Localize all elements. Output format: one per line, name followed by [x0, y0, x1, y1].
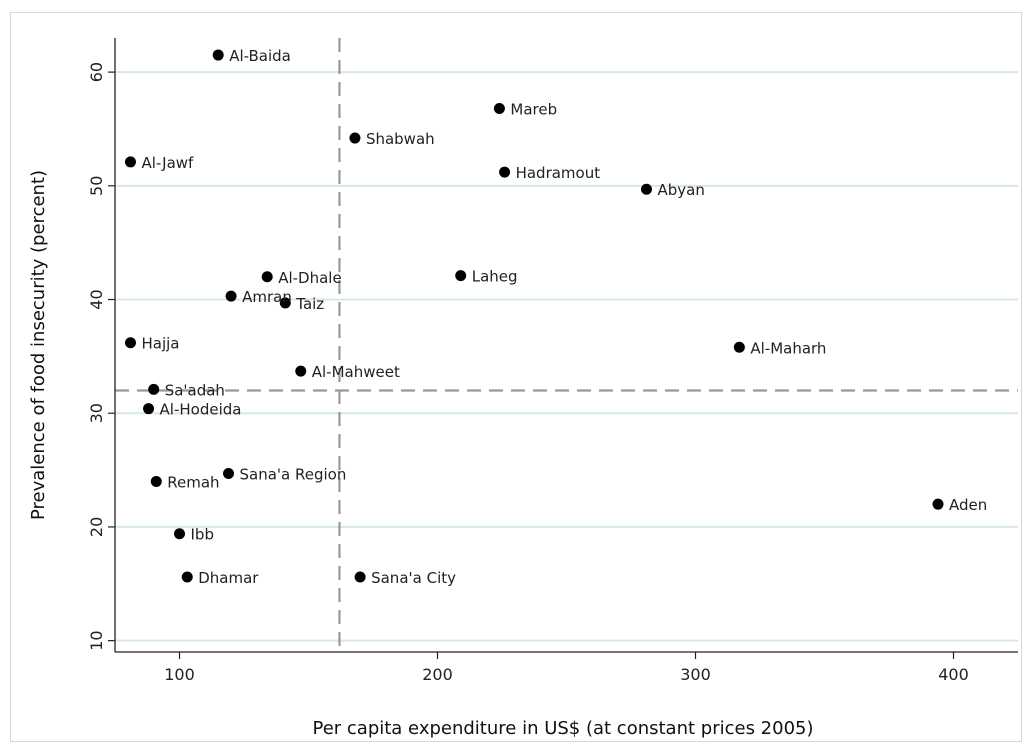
data-point-2 [349, 132, 361, 144]
data-point-18 [174, 528, 185, 540]
point-label-9: Taiz [295, 295, 324, 313]
x-tick-label-400: 400 [938, 665, 969, 684]
point-label-1: Mareb [510, 100, 557, 118]
gridlines [115, 71, 1018, 642]
point-label-8: Amran [242, 288, 292, 306]
point-label-11: Al-Maharh [750, 339, 826, 357]
point-labels: Al-Baida Mareb Shabwah Al-Jawf Hadramout Abya… [141, 47, 987, 587]
y-tick-label-50: 50 [87, 176, 106, 196]
point-label-14: Al-Hodeida [160, 401, 242, 419]
x-axis-title: Per capita expenditure in US$ (at consta… [312, 718, 813, 739]
data-point-4 [499, 166, 511, 178]
point-label-18: Ibb [191, 526, 214, 544]
data-point-20 [354, 571, 366, 583]
point-label-20: Sana'a City [371, 569, 456, 587]
y-tick-label-10: 10 [87, 630, 106, 650]
data-point-10 [124, 337, 136, 349]
y-axis-title: Prevalence of food insecurity (percent) [28, 170, 49, 520]
data-point-19 [181, 571, 193, 583]
data-points [124, 49, 944, 583]
point-label-12: Al-Mahweet [312, 363, 400, 381]
point-label-17: Aden [949, 496, 987, 514]
point-label-4: Hadramout [516, 164, 601, 182]
point-label-13: Sa'adah [165, 381, 225, 399]
data-point-9 [279, 297, 291, 309]
point-label-5: Abyan [657, 181, 704, 199]
x-tick-label-100: 100 [164, 665, 195, 684]
x-tick-label-200: 200 [422, 665, 453, 684]
data-point-3 [124, 156, 136, 168]
data-point-12 [295, 365, 307, 377]
y-tick-label-30: 30 [87, 403, 106, 423]
data-point-5 [640, 183, 652, 195]
data-point-6 [455, 270, 467, 282]
data-point-15 [223, 467, 235, 479]
data-point-1 [493, 102, 505, 114]
data-point-11 [733, 341, 745, 353]
data-point-17 [932, 498, 944, 510]
data-point-0 [212, 49, 224, 61]
point-label-15: Sana'a Region [240, 465, 347, 483]
y-tick-label-20: 20 [87, 517, 106, 537]
axes: 10 20 30 40 50 60 100 200 300 400 [87, 38, 1018, 684]
chart-frame [10, 12, 1022, 742]
point-label-7: Al-Dhale [278, 269, 342, 287]
x-tick-label-300: 300 [680, 665, 711, 684]
reference-lines [115, 38, 1018, 652]
data-point-14 [143, 403, 155, 415]
point-label-2: Shabwah [366, 130, 435, 148]
data-point-16 [150, 475, 162, 487]
y-tick-label-40: 40 [87, 289, 106, 309]
point-label-0: Al-Baida [229, 47, 291, 65]
point-label-16: Remah [167, 473, 219, 491]
data-point-8 [225, 290, 237, 302]
point-label-6: Laheg [472, 268, 518, 286]
data-point-7 [261, 271, 273, 283]
data-point-13 [148, 383, 160, 395]
y-tick-label-60: 60 [87, 62, 106, 82]
point-label-10: Hajja [141, 335, 179, 353]
point-label-19: Dhamar [198, 569, 259, 587]
point-label-3: Al-Jawf [141, 154, 194, 172]
